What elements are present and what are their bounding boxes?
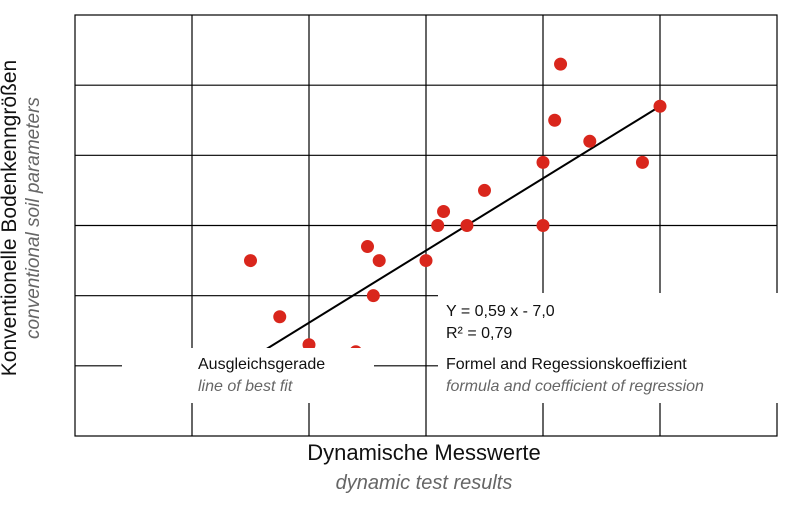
plot-frame (74, 14, 778, 437)
line-label: Ausgleichsgerade (198, 356, 325, 373)
x-axis-label: Dynamische Messwerte (307, 440, 541, 465)
data-point (536, 155, 550, 169)
equation-label: Y = 0,59 x - 7,0 (446, 303, 555, 320)
data-point (554, 57, 568, 71)
data-point (653, 99, 667, 113)
line-label-sub: line of best fit (198, 378, 293, 395)
data-point (361, 240, 374, 254)
y-axis-label: Konventionelle Bodenkenngrößen (0, 59, 21, 377)
data-point (419, 254, 433, 268)
data-point (460, 219, 474, 232)
x-axis-label-sub: dynamic test results (335, 472, 513, 494)
annotation-backdrop-left (122, 348, 374, 403)
data-point (273, 310, 287, 324)
data-point (372, 254, 386, 268)
y-axis-label-sub: conventional soil parameters (23, 97, 44, 339)
formula-label: Formel and Regessionskoeffizient (446, 356, 687, 373)
data-point (478, 183, 491, 197)
data-point (635, 155, 649, 169)
r-squared-label: R² = 0,79 (446, 325, 512, 342)
data-point (437, 204, 451, 218)
formula-label-sub: formula and coefficient of regression (446, 378, 704, 395)
data-point (366, 289, 380, 303)
data-point (583, 134, 597, 148)
data-point (431, 219, 445, 232)
data-point (548, 113, 562, 127)
best-fit-line (249, 105, 661, 360)
data-point (244, 254, 257, 268)
data-point (536, 219, 550, 232)
annotation-backdrop-right (438, 293, 778, 403)
